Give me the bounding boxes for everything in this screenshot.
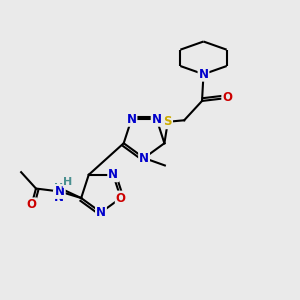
Text: H: H bbox=[54, 183, 64, 193]
Text: O: O bbox=[116, 191, 126, 205]
Text: N: N bbox=[96, 206, 106, 219]
Text: N: N bbox=[127, 113, 136, 126]
Text: H: H bbox=[64, 177, 73, 187]
Text: N: N bbox=[55, 185, 65, 198]
Text: O: O bbox=[222, 92, 232, 104]
Text: N: N bbox=[139, 152, 149, 164]
Text: O: O bbox=[26, 198, 37, 212]
Text: N: N bbox=[54, 190, 64, 204]
Text: N: N bbox=[152, 113, 162, 126]
Text: N: N bbox=[108, 168, 118, 181]
Text: N: N bbox=[199, 68, 208, 81]
Text: S: S bbox=[164, 115, 172, 128]
